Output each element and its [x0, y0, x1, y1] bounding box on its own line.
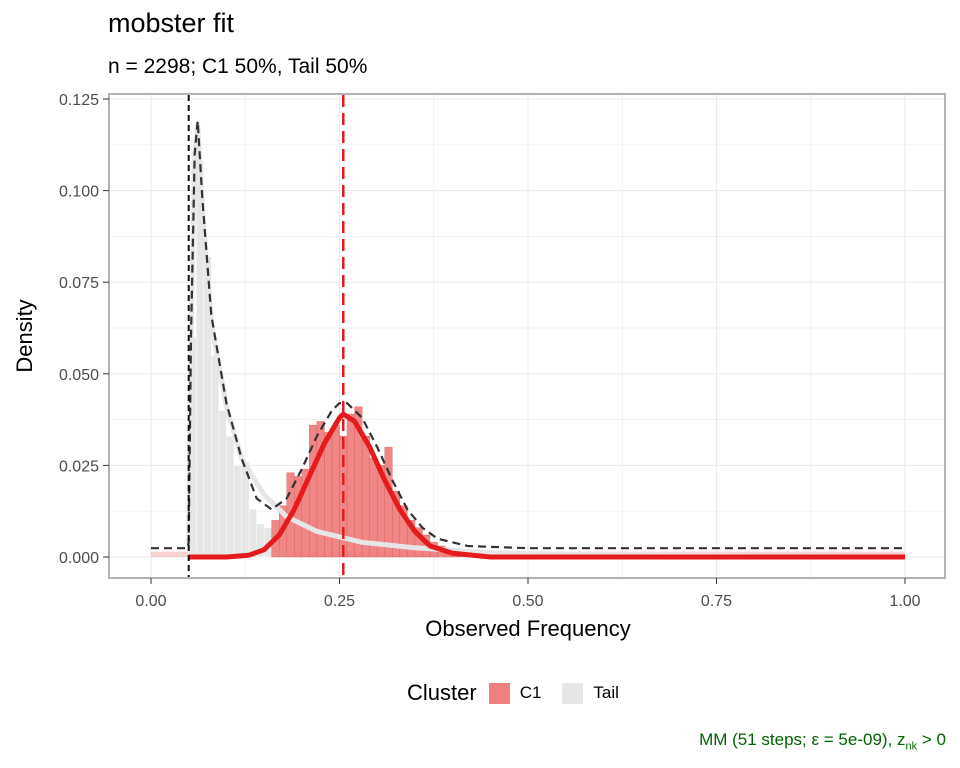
- y-tick-label: 0.025: [59, 458, 99, 475]
- histogram-bar-tail: [226, 435, 235, 558]
- histogram-bar-c1: [324, 432, 333, 558]
- y-tick-label: 0.050: [59, 367, 99, 384]
- x-tick-label: 0.75: [701, 593, 732, 610]
- caption-text: MM (51 steps; ε = 5e-09), z: [699, 730, 906, 749]
- legend: Cluster C1 Tail: [407, 680, 640, 706]
- legend-label-tail: Tail: [593, 683, 619, 702]
- histogram-bar-c1: [294, 476, 303, 558]
- caption: MM (51 steps; ε = 5e-09), znk > 0: [699, 730, 946, 752]
- y-tick-label: 0.100: [59, 184, 99, 201]
- histogram-bar-tail: [233, 465, 242, 558]
- legend-key-tail: [562, 682, 584, 704]
- x-axis-title: Observed Frequency: [425, 616, 630, 641]
- legend-label-c1: C1: [519, 683, 542, 702]
- histogram-bar-c1: [346, 413, 355, 558]
- density-curves: [151, 95, 906, 577]
- y-tick-label: 0.075: [59, 275, 99, 292]
- c1-density-curve: [188, 411, 905, 560]
- y-tick-label: 0.125: [59, 92, 99, 109]
- chart-subtitle: n = 2298; C1 50%, Tail 50%: [108, 55, 368, 78]
- x-tick-label: 0.25: [324, 593, 355, 610]
- y-tick-label: 0.000: [59, 550, 99, 567]
- y-axis-title: Density: [12, 299, 37, 372]
- x-tick-label: 0.50: [512, 593, 543, 610]
- histogram-bar-tail: [211, 355, 220, 558]
- legend-title: Cluster: [407, 680, 477, 705]
- caption-subscript: nk: [905, 740, 918, 753]
- x-tick-label: 1.00: [889, 593, 920, 610]
- histogram-bar-c1: [309, 424, 318, 558]
- axes: 0.00 0.25 0.50 0.75 1.00 0.000 0.025 0.050 0.075…: [59, 92, 921, 610]
- histogram-bar-tail: [218, 410, 227, 558]
- caption-suffix: > 0: [917, 730, 946, 749]
- mixture-density-curve: [151, 120, 905, 550]
- histogram-bar-c1: [361, 435, 370, 558]
- histogram-bar-tail: [248, 509, 257, 558]
- x-tick-label: 0.00: [135, 593, 166, 610]
- histogram-bar-c1: [384, 446, 393, 558]
- panel-border: [108, 93, 946, 579]
- tail-density-curve: [186, 122, 906, 559]
- chart-title: mobster fit: [108, 8, 235, 38]
- legend-key-c1: [488, 682, 510, 704]
